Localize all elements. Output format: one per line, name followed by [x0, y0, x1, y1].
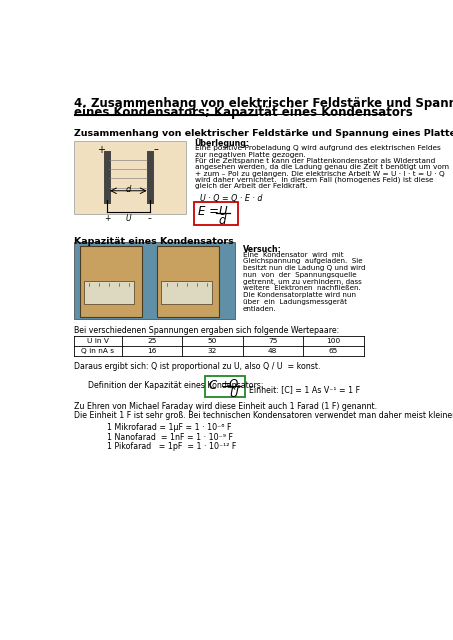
- Text: 16: 16: [147, 348, 157, 354]
- Text: + zum – Pol zu gelangen. Die elektrische Arbeit W = U · I · t = U · Q: + zum – Pol zu gelangen. Die elektrische…: [195, 171, 444, 177]
- Text: U: U: [218, 205, 227, 218]
- Text: d: d: [219, 214, 226, 227]
- FancyBboxPatch shape: [157, 246, 219, 317]
- Text: angesehen werden, da die Ladung genau die Zeit t benötigt um vom: angesehen werden, da die Ladung genau di…: [195, 164, 449, 170]
- FancyBboxPatch shape: [205, 376, 245, 397]
- FancyBboxPatch shape: [74, 243, 235, 319]
- Text: Q in nA s: Q in nA s: [81, 348, 114, 354]
- Text: U: U: [229, 387, 238, 400]
- Text: Bei verschiedenen Spannungen ergaben sich folgende Wertepaare:: Bei verschiedenen Spannungen ergaben sic…: [74, 326, 339, 335]
- FancyBboxPatch shape: [74, 141, 186, 214]
- Text: U in V: U in V: [87, 338, 109, 344]
- Text: gleich der Arbeit der Feldkraft.: gleich der Arbeit der Feldkraft.: [195, 183, 307, 189]
- Text: Daraus ergibt sich: Q ist proportional zu U, also Q / U  = konst.: Daraus ergibt sich: Q ist proportional z…: [74, 362, 320, 371]
- Text: 4. Zusammenhang von elektrischer Feldstärke und Spannung: 4. Zusammenhang von elektrischer Feldstä…: [74, 97, 453, 110]
- Text: Zusammenhang von elektrischer Feldstärke und Spannung eines Plattenkondensators: Zusammenhang von elektrischer Feldstärke…: [74, 129, 453, 138]
- Text: 65: 65: [329, 348, 338, 354]
- FancyBboxPatch shape: [84, 281, 134, 304]
- Text: 1 Pikofarad   = 1pF  = 1 · 10⁻¹² F: 1 Pikofarad = 1pF = 1 · 10⁻¹² F: [107, 442, 236, 451]
- Text: d: d: [125, 184, 130, 193]
- Text: weitere  Elektronen  nachfließen.: weitere Elektronen nachfließen.: [243, 285, 361, 291]
- Text: Überlegung:: Überlegung:: [195, 138, 250, 148]
- Text: –: –: [154, 145, 158, 154]
- Text: zur negativen Platte gezogen.: zur negativen Platte gezogen.: [195, 152, 305, 157]
- FancyBboxPatch shape: [194, 202, 238, 225]
- Text: 100: 100: [326, 338, 340, 344]
- Text: nun  von  der  Spannungsquelle: nun von der Spannungsquelle: [243, 272, 356, 278]
- Text: 75: 75: [268, 338, 278, 344]
- Text: Versuch:: Versuch:: [243, 244, 281, 253]
- Text: E =: E =: [198, 205, 219, 218]
- Text: +: +: [104, 214, 110, 223]
- Text: entladen.: entladen.: [243, 306, 276, 312]
- Text: 32: 32: [208, 348, 217, 354]
- Text: besitzt nun die Ladung Q und wird: besitzt nun die Ladung Q und wird: [243, 265, 365, 271]
- Text: 1 Mikrofarad = 1μF = 1 · 10⁻⁶ F: 1 Mikrofarad = 1μF = 1 · 10⁻⁶ F: [107, 423, 231, 432]
- Text: 50: 50: [208, 338, 217, 344]
- Text: +: +: [97, 145, 105, 154]
- Text: Die Kondensatorplatte wird nun: Die Kondensatorplatte wird nun: [243, 292, 356, 298]
- Text: Die Einheit 1 F ist sehr groß. Bei technischen Kondensatoren verwendet man daher: Die Einheit 1 F ist sehr groß. Bei techn…: [74, 411, 453, 420]
- Text: Kapazität eines Kondensators: Kapazität eines Kondensators: [74, 237, 233, 246]
- Text: über  ein  Ladungsmessgerät: über ein Ladungsmessgerät: [243, 299, 347, 305]
- Text: wird daher vernichtet.  In diesem Fall (homogenes Feld) ist diese: wird daher vernichtet. In diesem Fall (h…: [195, 177, 433, 184]
- Text: Zu Ehren von Michael Faraday wird diese Einheit auch 1 Farad (1 F) genannt.: Zu Ehren von Michael Faraday wird diese …: [74, 402, 377, 411]
- Text: 1 Nanofarad  = 1nF = 1 · 10⁻⁹ F: 1 Nanofarad = 1nF = 1 · 10⁻⁹ F: [107, 433, 233, 442]
- FancyBboxPatch shape: [80, 246, 142, 317]
- Text: U · Q = Q · E · d: U · Q = Q · E · d: [200, 194, 262, 203]
- Text: 25: 25: [147, 338, 157, 344]
- Text: C =: C =: [208, 379, 231, 392]
- Text: Definition der Kapazität eines Kondensators:: Definition der Kapazität eines Kondensat…: [87, 381, 263, 390]
- Text: Gleichspannung  aufgeladen.  Sie: Gleichspannung aufgeladen. Sie: [243, 259, 362, 264]
- Text: Eine  Kondensator  wird  mit: Eine Kondensator wird mit: [243, 252, 343, 257]
- Text: Q: Q: [229, 378, 238, 391]
- Text: 48: 48: [268, 348, 278, 354]
- Text: Eine positive Probeladung Q wird aufgrund des elektrischen Feldes: Eine positive Probeladung Q wird aufgrun…: [195, 145, 440, 151]
- Text: Einheit: [C] = 1 As V⁻¹ = 1 F: Einheit: [C] = 1 As V⁻¹ = 1 F: [249, 385, 360, 394]
- Text: getrennt, um zu verhindern, dass: getrennt, um zu verhindern, dass: [243, 278, 361, 285]
- FancyBboxPatch shape: [161, 281, 212, 304]
- Text: eines Kondensators; Kapazität eines Kondensators: eines Kondensators; Kapazität eines Kond…: [74, 106, 412, 119]
- Text: Für die Zeitspanne t kann der Plattenkondensator als Widerstand: Für die Zeitspanne t kann der Plattenkon…: [195, 158, 435, 164]
- Text: –: –: [148, 214, 152, 223]
- Text: U: U: [125, 214, 131, 223]
